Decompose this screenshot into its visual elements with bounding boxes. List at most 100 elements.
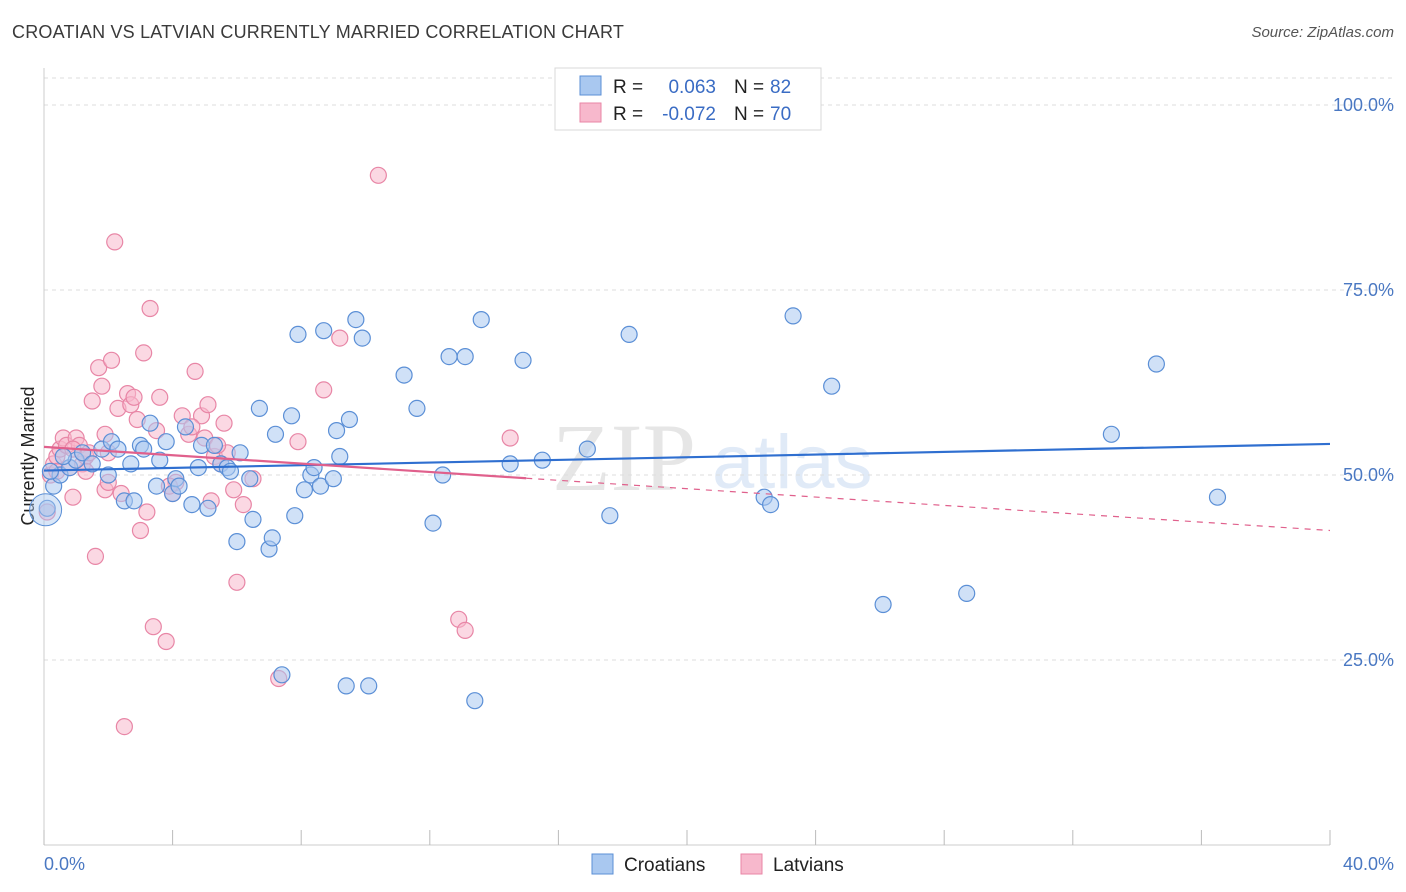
croatians-point bbox=[1208, 488, 1227, 506]
latvians-point bbox=[157, 632, 175, 651]
latvians-point bbox=[131, 521, 150, 540]
latvians-point bbox=[199, 396, 217, 414]
latvians-point bbox=[115, 717, 133, 736]
latvians-point bbox=[315, 381, 333, 399]
croatians-point bbox=[289, 325, 307, 343]
croatians-point bbox=[244, 510, 262, 529]
croatians-point bbox=[340, 410, 359, 429]
x-tick-label-max: 40.0% bbox=[1343, 854, 1394, 874]
croatians-trend-line bbox=[43, 442, 1331, 472]
croatians-point bbox=[282, 407, 301, 425]
croatians-point bbox=[874, 595, 892, 614]
croatians-point-large bbox=[29, 493, 63, 527]
croatians-point bbox=[466, 692, 484, 710]
trend-lines bbox=[43, 442, 1331, 532]
latvians-point bbox=[186, 362, 204, 380]
legend-n-value-1: 70 bbox=[770, 104, 791, 125]
croatians-point bbox=[286, 507, 304, 525]
watermark-atlas: atlas bbox=[712, 420, 873, 505]
croatians-point bbox=[424, 514, 442, 532]
croatians-point bbox=[311, 477, 330, 495]
croatians-point bbox=[761, 496, 780, 514]
legend-r-label-0: R = bbox=[613, 77, 643, 98]
bottom-legend-swatch-croatians bbox=[591, 853, 614, 875]
croatians-point bbox=[501, 455, 519, 473]
croatians-point bbox=[205, 436, 223, 454]
croatians-point bbox=[109, 440, 127, 458]
croatians-point bbox=[241, 470, 259, 488]
legend-r-value-0: 0.063 bbox=[668, 77, 716, 98]
latvians-point bbox=[215, 414, 233, 432]
croatians-point bbox=[327, 422, 346, 440]
legend-n-label-1: N = bbox=[734, 104, 764, 125]
latvians-point bbox=[64, 488, 82, 506]
latvians-point bbox=[151, 388, 169, 406]
croatians-point bbox=[231, 444, 249, 462]
croatians-point bbox=[601, 507, 619, 525]
croatians-point bbox=[784, 307, 802, 325]
croatians-point bbox=[440, 348, 458, 366]
croatians-point bbox=[434, 466, 452, 484]
croatians-point bbox=[331, 447, 349, 466]
latvians-trend-line bbox=[43, 445, 527, 480]
croatians-point bbox=[958, 584, 976, 603]
croatians-point bbox=[315, 322, 333, 340]
latvians-point bbox=[83, 392, 101, 410]
croatians-point bbox=[395, 366, 413, 384]
croatians-point bbox=[273, 666, 291, 684]
y-tick-labels: 25.0% 50.0% 75.0% 100.0% bbox=[1333, 95, 1394, 670]
bottom-legend-label-croatians: Croatians bbox=[624, 855, 705, 876]
croatians-point bbox=[823, 377, 841, 395]
croatians-point bbox=[337, 677, 355, 695]
latvians-point bbox=[289, 433, 307, 451]
latvians-point bbox=[369, 166, 387, 184]
croatians-point bbox=[360, 677, 378, 695]
y-tick-label: 75.0% bbox=[1343, 280, 1394, 300]
latvians-point bbox=[456, 621, 474, 640]
croatians-point bbox=[514, 351, 532, 369]
chart-title: CROATIAN VS LATVIAN CURRENTLY MARRIED CO… bbox=[12, 22, 625, 42]
croatians-point bbox=[295, 481, 314, 499]
croatians-point bbox=[228, 532, 246, 551]
croatians-point bbox=[266, 425, 285, 443]
latvians-point bbox=[93, 377, 111, 395]
latvians-point bbox=[135, 344, 153, 362]
latvians-trend-line-extrapolated bbox=[526, 477, 1331, 532]
latvians-point bbox=[144, 618, 162, 636]
croatians-point bbox=[170, 477, 188, 495]
croatians-point bbox=[54, 447, 72, 466]
bottom-legend-swatch-latvians bbox=[740, 853, 763, 875]
croatians-point bbox=[183, 496, 201, 514]
croatians-point bbox=[176, 418, 195, 436]
grid-lines bbox=[44, 77, 1394, 661]
y-tick-label: 25.0% bbox=[1343, 650, 1394, 670]
watermark: ZIP atlas bbox=[552, 404, 873, 511]
latvians-point bbox=[225, 481, 243, 499]
croatians-point bbox=[141, 414, 159, 432]
legend-swatch-latvians bbox=[579, 102, 602, 123]
croatians-point bbox=[147, 477, 166, 495]
croatians-point bbox=[408, 399, 426, 417]
series-legend: Croatians Latvians bbox=[591, 853, 844, 876]
croatians-point bbox=[305, 459, 323, 477]
latvians-point bbox=[102, 351, 121, 369]
croatians-point bbox=[99, 466, 117, 484]
croatians-point bbox=[578, 440, 596, 458]
croatians-point bbox=[157, 433, 175, 451]
legend-swatch-croatians bbox=[579, 75, 602, 96]
croatians-point bbox=[472, 311, 490, 329]
legend-n-value-0: 82 bbox=[770, 77, 791, 98]
y-axis-label: Currently Married bbox=[18, 386, 38, 525]
croatians-point bbox=[250, 399, 269, 417]
croatians-point bbox=[263, 529, 281, 547]
latvians-point bbox=[90, 359, 108, 377]
croatians-point bbox=[620, 325, 638, 343]
croatians-point bbox=[1147, 355, 1165, 373]
x-tick-label-min: 0.0% bbox=[44, 854, 85, 874]
latvians-point bbox=[501, 429, 519, 447]
latvians-point bbox=[141, 299, 159, 318]
bottom-legend-label-latvians: Latvians bbox=[773, 855, 844, 876]
latvians-point bbox=[228, 573, 246, 591]
chart-source: Source: ZipAtlas.com bbox=[1251, 24, 1394, 41]
latvians-point bbox=[234, 496, 252, 514]
